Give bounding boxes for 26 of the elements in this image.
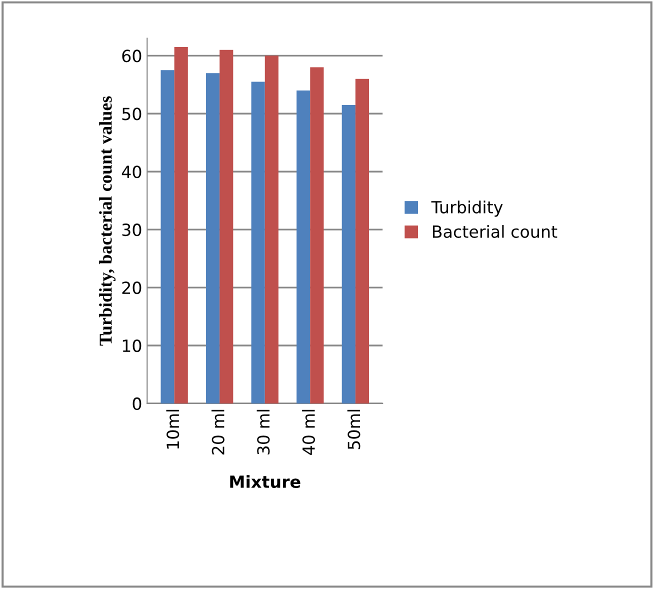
y-tick-label: 20 [122,281,142,294]
bar [264,56,278,404]
y-axis-title: Turbidity, bacterial count values [99,96,116,346]
legend-label: Turbidity [431,200,503,217]
x-axis-title: Mixture [230,475,300,488]
bar [220,50,234,404]
y-tick-label: 10 [122,339,142,352]
y-tick-label: 40 [122,166,142,178]
bar [206,73,220,404]
bar [355,78,370,404]
bar [296,90,310,404]
y-tick-label: 60 [122,50,142,62]
x-tick-label: 20 ml [212,410,224,454]
x-tick-label: 30 ml [256,410,270,454]
y-tick-label: 0 [132,397,142,410]
y-tick-label: 30 [122,224,142,236]
legend-label: Bacterial count [432,225,558,238]
bar [174,46,188,404]
bar [342,104,356,404]
x-tick-label: 50ml [347,410,360,450]
bar [310,67,324,404]
bar [251,82,265,404]
x-tick-label: 10ml [166,410,180,449]
y-tick-label: 50 [122,108,142,120]
bar [160,70,174,404]
x-tick-label: 40 ml [302,410,315,455]
